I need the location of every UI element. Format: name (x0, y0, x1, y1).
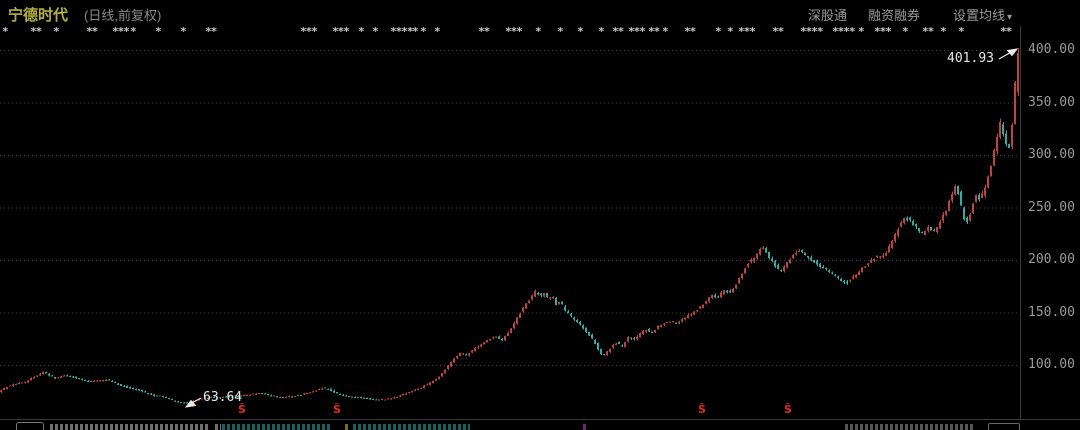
announcement-marker-icon[interactable]: * (420, 25, 427, 38)
announcement-marker-icon[interactable]: * (2, 25, 9, 38)
announcement-marker-icon[interactable]: *** (738, 25, 756, 38)
stock-name: 宁德时代 (8, 7, 69, 24)
announcement-marker-icon[interactable]: * (358, 25, 365, 38)
pane-divider (0, 419, 1080, 420)
announcement-marker-icon[interactable]: * (53, 25, 60, 38)
announcement-marker-icon[interactable]: * (940, 25, 947, 38)
announcement-marker-icon[interactable]: ** (30, 25, 42, 38)
announcement-marker-icon[interactable]: ** (612, 25, 624, 38)
announcement-marker-icon[interactable]: * (180, 25, 187, 38)
announcement-marker-icon[interactable]: * (412, 25, 419, 38)
low-price-annotation: 63.64 (203, 390, 243, 405)
menu-item-shengutong[interactable]: 深股通 (808, 8, 848, 23)
announcement-marker-icon[interactable]: *** (874, 25, 892, 38)
dividend-marker-icon[interactable]: Ŝ (333, 403, 341, 416)
menu-item-ma-settings[interactable]: 设置均线 ▾ (953, 8, 1013, 23)
clipped-text-fragment (50, 424, 210, 430)
announcement-marker-icon[interactable]: ** (1000, 25, 1012, 38)
clipped-text-fragment (222, 424, 330, 430)
announcement-marker-icon[interactable]: **** (832, 25, 855, 38)
clipped-text-fragment (845, 424, 975, 430)
announcement-marker-icon[interactable]: *** (332, 25, 350, 38)
dividend-marker-icon[interactable]: Ŝ (238, 403, 246, 416)
announcement-marker-icon[interactable]: ** (772, 25, 784, 38)
announcement-marker-icon[interactable]: * (662, 25, 669, 38)
annotation-arrows (184, 48, 1019, 408)
announcement-marker-icon[interactable]: * (727, 25, 734, 38)
announcement-marker-icon[interactable]: * (858, 25, 865, 38)
announcement-marker-icon[interactable]: * (434, 25, 441, 38)
dividend-marker-icon[interactable]: Ŝ (784, 403, 792, 416)
announcement-marker-icon[interactable]: ** (205, 25, 217, 38)
menu-item-margin-trading[interactable]: 融资融券 (868, 8, 921, 23)
announcement-marker-icon[interactable]: *** (112, 25, 130, 38)
clipped-text-fragment (583, 424, 587, 430)
candles (0, 47, 1019, 404)
announcement-marker-icon[interactable]: *** (300, 25, 318, 38)
price-axis-label: 150.00 (1028, 304, 1075, 320)
announcement-marker-icon[interactable]: ** (922, 25, 934, 38)
price-axis-label: 100.00 (1028, 357, 1075, 372)
announcement-marker-icon[interactable]: **** (800, 25, 823, 38)
high-price-annotation: 401.93 (947, 51, 994, 66)
header-bar: 宁德时代 (日线,前复权) 深股通 融资融券 设置均线 ▾ (0, 0, 1080, 24)
clipped-text-fragment (345, 424, 349, 430)
announcement-marker-icon[interactable]: * (902, 25, 909, 38)
price-axis-label: 400.00 (1028, 42, 1075, 57)
announcement-marker-icon[interactable]: * (130, 25, 137, 38)
announcement-marker-icon[interactable]: ** (684, 25, 696, 38)
announcement-marker-icon[interactable]: ** (478, 25, 490, 38)
announcement-marker-icon[interactable]: * (958, 25, 965, 38)
chart-mode-label: (日线,前复权) (84, 8, 162, 23)
dividend-marker-icon[interactable]: Ŝ (698, 403, 706, 416)
price-axis-label: 250.00 (1028, 199, 1075, 215)
announcement-marker-icon[interactable]: ** (648, 25, 660, 38)
announcement-marker-icon[interactable]: * (598, 25, 605, 38)
price-axis-label: 350.00 (1028, 94, 1075, 110)
price-axis-label: 200.00 (1028, 252, 1075, 267)
chevron-down-icon: ▾ (1007, 12, 1013, 23)
price-axis-label: 300.00 (1028, 147, 1075, 162)
announcement-marker-icon[interactable]: * (372, 25, 379, 38)
announcement-marker-icon[interactable]: * (155, 25, 162, 38)
announcement-marker-icon[interactable]: * (577, 25, 584, 38)
announcement-marker-icon[interactable]: *** (505, 25, 523, 38)
announcement-marker-icon[interactable]: * (557, 25, 564, 38)
clipped-bottom-button[interactable] (988, 423, 1020, 430)
announcement-marker-icon[interactable]: ** (86, 25, 98, 38)
clipped-text-fragment (215, 424, 221, 430)
announcement-marker-icon[interactable]: **** (390, 25, 413, 38)
clipped-text-fragment (353, 424, 470, 430)
announcement-marker-icon[interactable]: * (535, 25, 542, 38)
volume-pane-icon[interactable] (16, 422, 44, 430)
announcement-marker-icon[interactable]: * (715, 25, 722, 38)
announcement-marker-icon[interactable]: *** (628, 25, 646, 38)
